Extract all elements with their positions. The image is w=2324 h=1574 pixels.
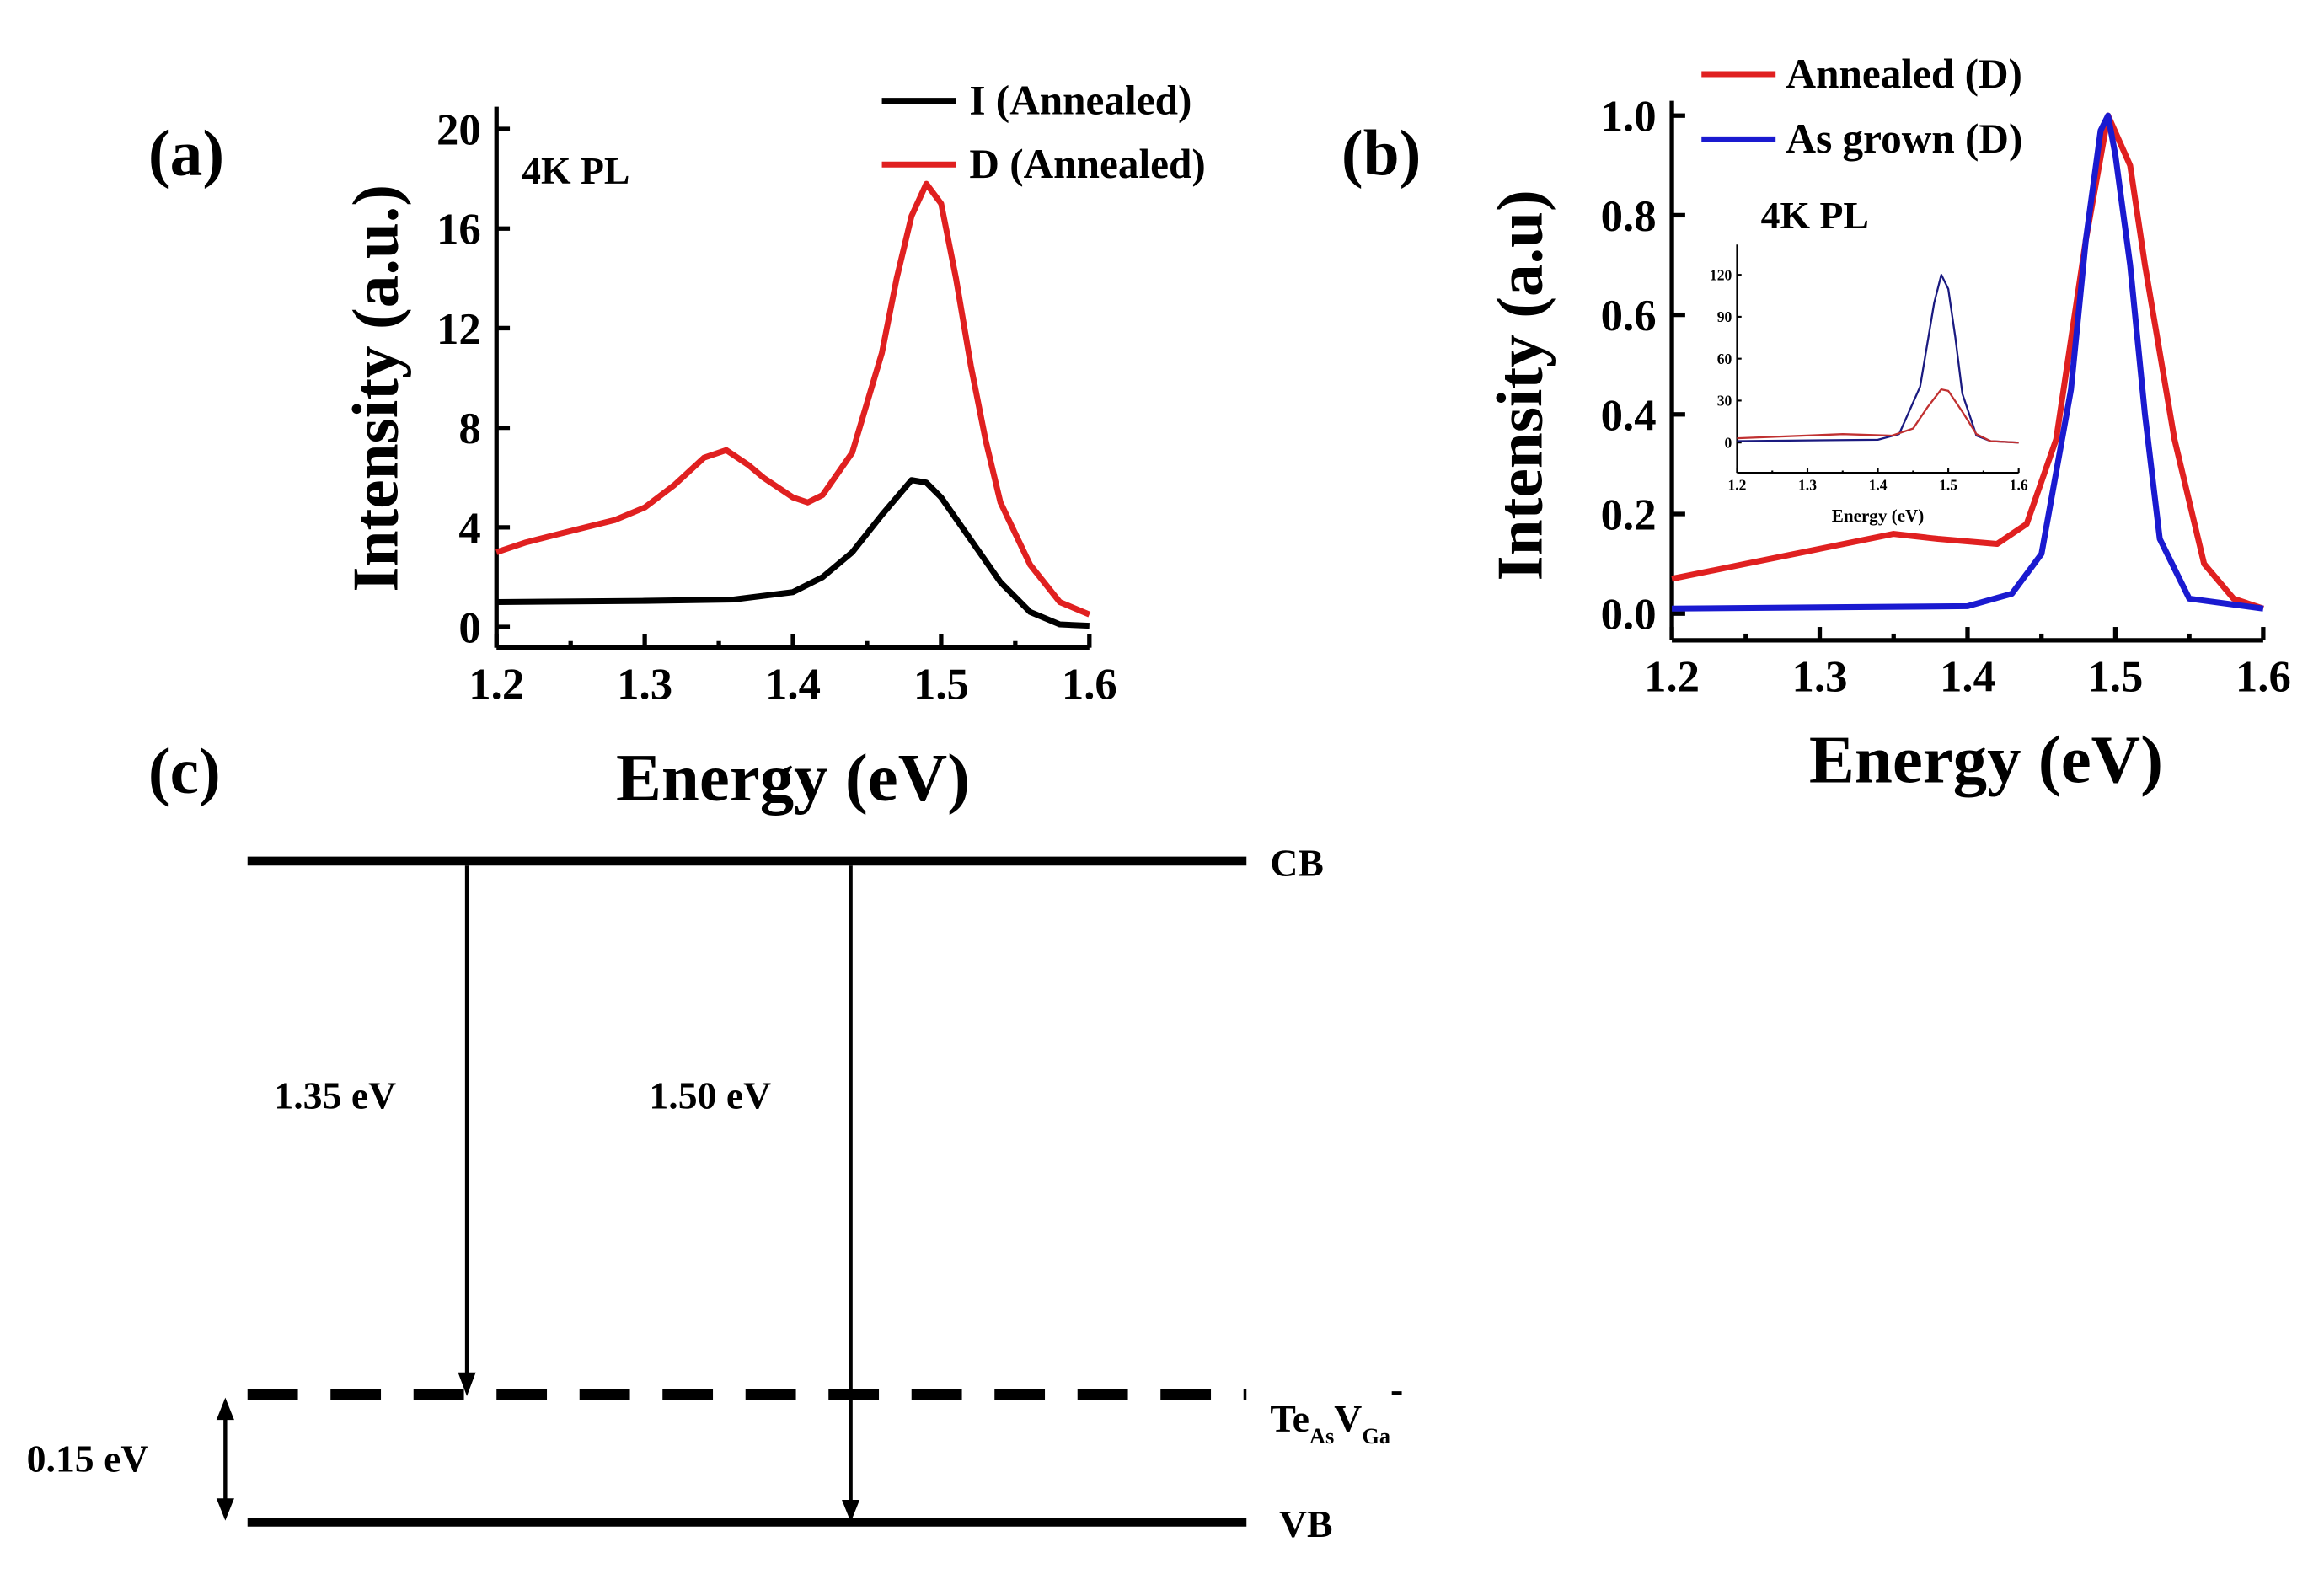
b-y-tick-label: 0.4 [1601, 391, 1657, 440]
inset-x-tick-label: 1.5 [1939, 476, 1957, 493]
b-x-tick-label: 1.4 [1940, 653, 1995, 702]
a-y-tick-label: 8 [458, 404, 480, 453]
inset-y-tick-label: 30 [1717, 393, 1732, 410]
inset-y-tick-label: 120 [1710, 266, 1732, 283]
inset-xlabel: Energy (eV) [1832, 506, 1925, 526]
panel-a-ylabel: Intensity (a.u.) [339, 185, 411, 592]
legend-asgrown: As grown (D) [1786, 115, 2023, 162]
vb-label: VB [1279, 1502, 1333, 1545]
a-series-d-annealed- [495, 180, 1091, 618]
inset-x-tick-label: 1.6 [2010, 476, 2028, 493]
panel-a-plot: 1.2 1.3 1.4 1.5 1.6 0 4 8 12 16 20 [436, 106, 1117, 709]
inset-x-tick-label: 1.4 [1869, 476, 1888, 493]
panel-b-inset: 1.2 1.3 1.4 1.5 1.6 0 30 60 90 120 [1710, 244, 2028, 493]
panel-a-annotation: 4K PL [522, 149, 629, 192]
panel-b-plot: 1.2 1.3 1.4 1.5 1.6 0.0 0.2 0.4 0.6 0.8 1.0 [1601, 93, 2291, 702]
a-x-tick-label: 1.5 [913, 660, 969, 709]
b-y-tick-label: 0.6 [1601, 292, 1657, 340]
panel-b-ylabel: Intensity (a.u) [1483, 190, 1556, 581]
arrowhead-icon [458, 1372, 476, 1396]
inset-y-tick-label: 60 [1717, 351, 1732, 367]
cb-label: CB [1270, 842, 1324, 885]
panel-a-label: (a) [148, 117, 224, 190]
arrowhead-icon [216, 1498, 234, 1521]
a-x-tick-label: 1.2 [469, 660, 524, 709]
b-x-tick-label: 1.6 [2236, 653, 2291, 702]
b-series-annealed-d- [1671, 112, 2265, 612]
band-diagram: CB VB TeAsVGa- 1.35 eV 1.50 eV 0.15 eV [27, 842, 1404, 1545]
a-x-tick-label: 1.4 [765, 660, 821, 709]
b-series-as-grown-d- [1672, 112, 2264, 612]
a-y-tick-label: 12 [436, 305, 481, 354]
inset-x-tick-label: 1.2 [1727, 476, 1746, 493]
a-y-tick-label: 4 [458, 504, 480, 553]
a-x-tick-label: 1.3 [617, 660, 672, 709]
inset-series-annealed [1737, 388, 2019, 444]
b-x-tick-label: 1.3 [1792, 653, 1848, 702]
transition-label-1: 1.35 eV [274, 1074, 396, 1117]
legend-i: I (Annealed) [969, 77, 1191, 123]
a-y-tick-label: 20 [436, 106, 481, 155]
b-x-tick-label: 1.5 [2087, 653, 2143, 702]
inset-y-tick-label: 0 [1725, 434, 1732, 451]
legend-d: D (Annealed) [969, 141, 1205, 187]
defect-label: TeAsVGa- [1270, 1368, 1403, 1448]
panel-b-xlabel: Energy (eV) [1809, 722, 2163, 798]
transition-label-2: 1.50 eV [649, 1074, 771, 1117]
panel-b-annotation: 4K PL [1761, 194, 1869, 237]
panel-c-label: (c) [148, 735, 221, 807]
a-series-i-annealed- [496, 477, 1090, 629]
b-y-tick-label: 0.0 [1601, 591, 1657, 640]
panel-b-label: (b) [1341, 117, 1422, 190]
inset-y-tick-label: 90 [1717, 308, 1732, 325]
arrowhead-icon [216, 1397, 234, 1421]
b-y-tick-label: 1.0 [1601, 93, 1657, 142]
a-y-tick-label: 16 [436, 206, 481, 254]
b-y-tick-label: 0.8 [1601, 192, 1657, 241]
depth-label: 0.15 eV [27, 1437, 149, 1480]
legend-annealed: Annealed (D) [1786, 51, 2022, 97]
inset-x-tick-label: 1.3 [1798, 476, 1817, 493]
a-x-tick-label: 1.6 [1062, 660, 1117, 709]
b-y-tick-label: 0.2 [1601, 490, 1657, 539]
inset-series-as-grown [1737, 273, 2019, 444]
a-y-tick-label: 0 [458, 604, 480, 653]
arrowhead-icon [842, 1500, 860, 1523]
b-x-tick-label: 1.2 [1644, 653, 1700, 702]
panel-a-xlabel: Energy (eV) [616, 740, 970, 816]
